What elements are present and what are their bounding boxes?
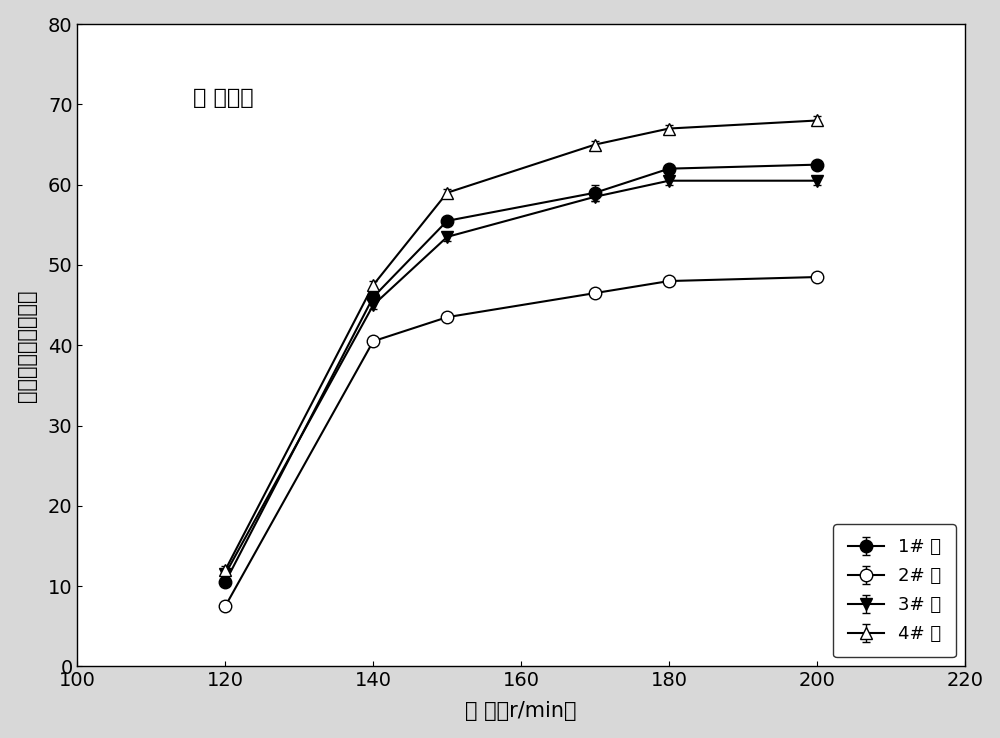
Legend: 1# 土, 2# 土, 3# 土, 4# 土: 1# 土, 2# 土, 3# 土, 4# 土 <box>833 524 956 658</box>
X-axis label: 转 速（r/min）: 转 速（r/min） <box>465 701 577 721</box>
Text: 胜 利原油: 胜 利原油 <box>193 89 253 108</box>
Y-axis label: 溢油清除效率（％）: 溢油清除效率（％） <box>17 289 37 401</box>
